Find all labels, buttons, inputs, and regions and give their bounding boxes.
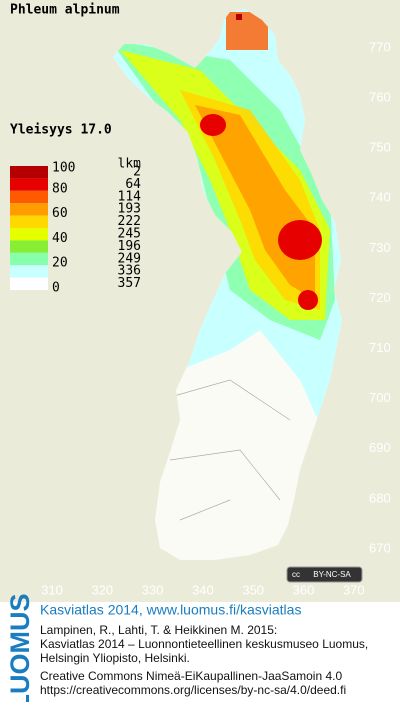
citation-line: Kasviatlas 2014 – Luonnontieteellinen ke… (40, 637, 368, 651)
license-line: Creative Commons Nimeä-EiKaupallinen-Jaa… (40, 669, 342, 683)
cc-badge-label: BY-NC-SA (313, 570, 351, 579)
legend-swatch (10, 228, 48, 241)
presence-area (298, 290, 318, 310)
legend-count: 64 (125, 177, 141, 192)
headline: Kasviatlas 2014, www.luomus.fi/kasviatla… (40, 602, 301, 618)
easting-label: 340 (192, 582, 214, 597)
legend-count: 357 (118, 276, 141, 291)
northing-label: 720 (369, 290, 391, 305)
citation-line: Helsingin Yliopisto, Helsinki. (40, 651, 190, 665)
easting-label: 370 (343, 582, 365, 597)
easting-label: 350 (242, 582, 264, 597)
presence-area (200, 114, 226, 136)
legend-swatch (10, 203, 48, 216)
presence-area (236, 14, 242, 20)
cc-icon: cc (292, 570, 300, 579)
legend-count: 193 (118, 202, 141, 217)
legend-swatch (10, 265, 48, 278)
easting-label: 360 (293, 582, 315, 597)
legend-swatch (10, 252, 48, 266)
legend-swatch (10, 277, 48, 290)
northing-label: 740 (369, 190, 391, 205)
legend-swatch (10, 215, 48, 228)
northing-label: 700 (369, 390, 391, 405)
northing-label: 750 (369, 140, 391, 155)
citation-line: Lampinen, R., Lahti, T. & Heikkinen M. 2… (40, 623, 277, 637)
logo: LUOMUS (5, 594, 35, 703)
species-title: Phleum alpinum (10, 3, 120, 18)
legend-count: 222 (118, 214, 141, 229)
legend-swatch (10, 178, 48, 191)
legend-count: 2 (133, 165, 141, 180)
legend-swatch (10, 166, 48, 179)
northing-label: 760 (369, 90, 391, 105)
legend-label: 80 (52, 181, 68, 196)
legend-swatch (10, 240, 48, 253)
legend-label: 40 (52, 231, 68, 246)
northing-label: 730 (369, 240, 391, 255)
legend-count: 249 (118, 251, 141, 266)
northing-label: 690 (369, 440, 391, 455)
easting-label: 330 (142, 582, 164, 597)
license-line: https://creativecommons.org/licenses/by-… (40, 683, 346, 697)
legend-label: 60 (52, 206, 68, 221)
easting-label: 310 (41, 582, 63, 597)
presence-area (278, 220, 322, 260)
legend-count: 245 (118, 227, 141, 242)
legend-count: 196 (118, 239, 141, 254)
cc-badge (286, 566, 363, 583)
legend-count: 336 (118, 264, 141, 279)
legend-swatch (10, 190, 48, 204)
northing-label: 670 (369, 540, 391, 555)
easting-label: 320 (91, 582, 113, 597)
legend-label: 0 (52, 281, 60, 296)
frequency: Yleisyys 17.0 (10, 123, 112, 138)
northing-label: 680 (369, 490, 391, 505)
northing-label: 710 (369, 340, 391, 355)
northing-label: 770 (369, 39, 391, 54)
count-header: lkm (118, 157, 142, 172)
legend-count: 114 (118, 189, 142, 204)
region-border (159, 379, 291, 521)
legend-label: 100 (52, 161, 75, 176)
legend-label: 20 (52, 256, 68, 271)
